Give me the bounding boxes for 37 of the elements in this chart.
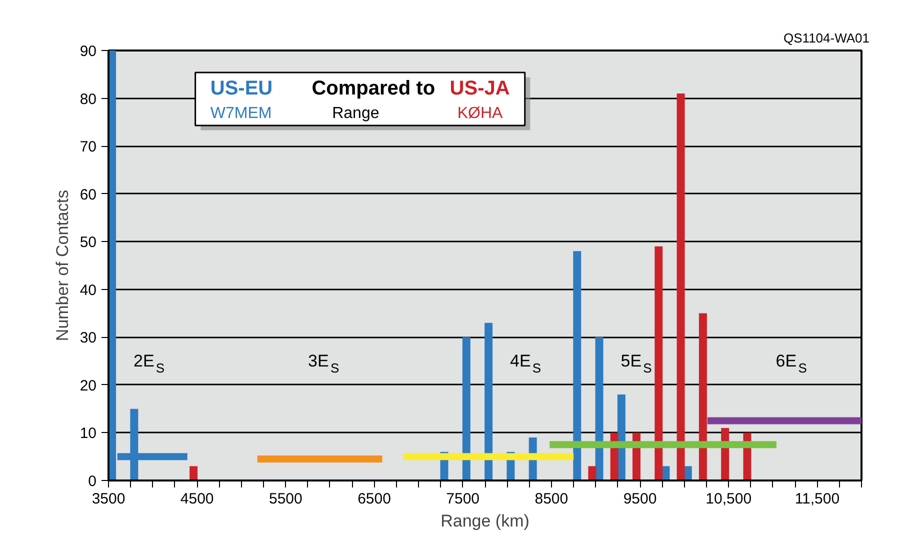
bar (654, 246, 663, 480)
y-tick-label: 70 (80, 138, 97, 156)
y-tick-label: 80 (80, 90, 97, 108)
bar (595, 337, 604, 480)
x-tick-label: 8500 (534, 490, 568, 508)
y-tick-label: 0 (88, 473, 96, 490)
y-tick-label: 30 (80, 330, 97, 347)
y-tick-label: 20 (80, 377, 97, 394)
y-tick-label: 90 (80, 43, 97, 60)
bar (462, 337, 470, 480)
bar (190, 466, 198, 480)
y-axis-title: Number of Contacts (52, 190, 72, 342)
x-tick-label: 5500 (268, 490, 302, 508)
x-tick-label: 11,500 (794, 490, 840, 508)
x-tick-label: 7500 (446, 490, 480, 508)
y-tick-label: 60 (80, 186, 97, 204)
x-tick-label: 6500 (358, 490, 391, 508)
text: US-JA (450, 78, 510, 100)
bar (573, 251, 582, 480)
bar (588, 466, 596, 480)
bar (698, 313, 707, 480)
y-tick-label: 50 (80, 234, 97, 252)
x-axis-title: Range (km) (440, 512, 530, 530)
annotation: KØHA (457, 105, 504, 122)
x-tick-label: 9500 (623, 490, 657, 508)
text: US-EU (210, 78, 273, 100)
x-tick-label: 10,500 (706, 490, 752, 508)
y-tick-label: 10 (80, 425, 97, 442)
y-tick-label: 40 (80, 282, 97, 299)
text: Range (332, 105, 380, 122)
text: Compared to (312, 78, 436, 100)
x-tick-label: 3500 (92, 490, 126, 508)
bar (676, 94, 685, 480)
annotation: W7MEM (210, 105, 272, 122)
text: QS1104-WA01 (784, 30, 870, 46)
x-tick-label: 4500 (180, 490, 214, 508)
bar (484, 322, 493, 480)
